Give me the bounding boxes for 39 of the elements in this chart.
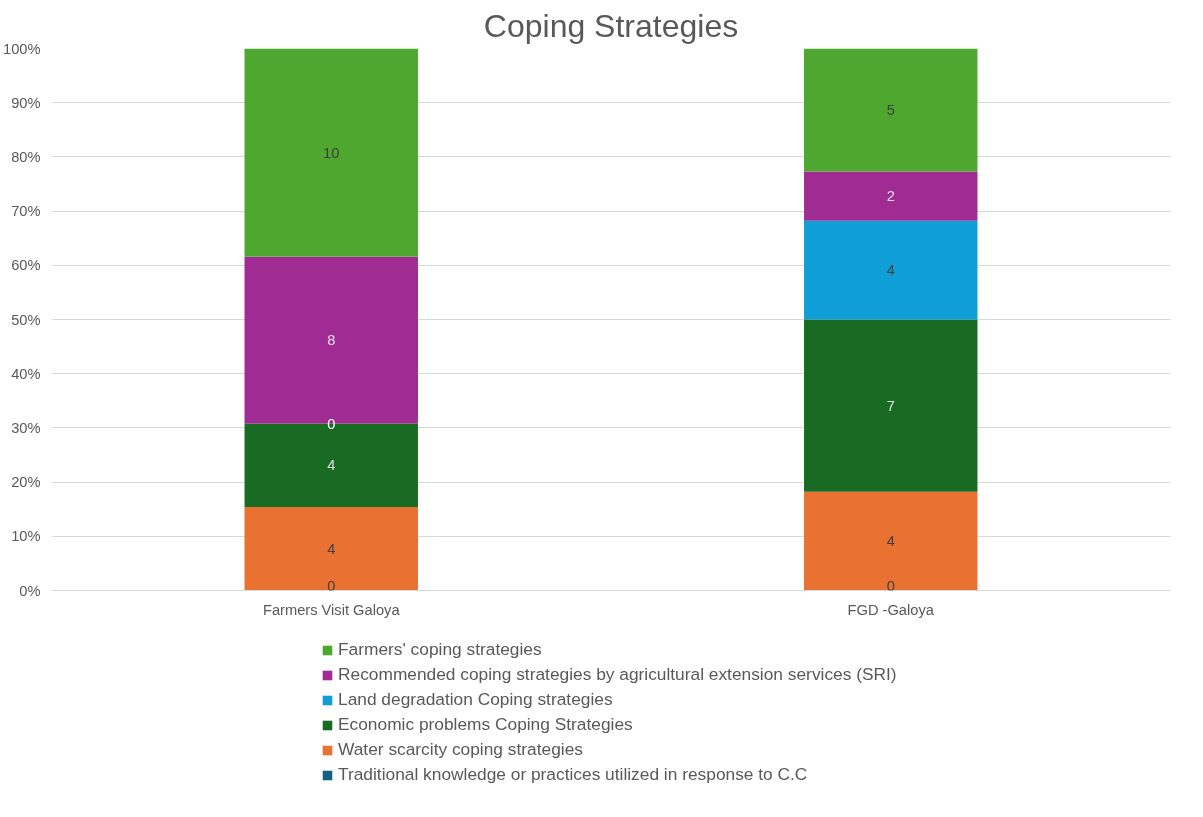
annotation: 4: [327, 540, 336, 557]
annotation: 4: [886, 262, 895, 279]
annotation: 4: [886, 533, 895, 550]
bar: [804, 171, 978, 221]
annotation: 5: [886, 102, 895, 119]
annotation: 8: [327, 332, 336, 349]
annotation: 2: [886, 188, 895, 205]
bar: [804, 48, 978, 172]
bar: [804, 220, 978, 320]
annotation: 0: [327, 415, 336, 432]
chart-title: Coping Strategies: [483, 7, 739, 44]
y-tick-label: 20%: [11, 474, 41, 491]
y-tick-label: 10%: [11, 528, 41, 545]
bar: [244, 48, 418, 257]
y-tick-label: 90%: [11, 94, 41, 111]
y-tick-label: 80%: [11, 148, 41, 165]
annotation: 0: [886, 577, 895, 594]
y-tick-label: 0%: [19, 582, 41, 599]
x-tick-label: Farmers Visit Galoya: [262, 601, 401, 618]
legend-label: Traditional knowledge or practices utilized in response to C.C: [338, 764, 808, 785]
y-tick-label: 40%: [11, 365, 41, 382]
annotation: 7: [886, 397, 895, 414]
legend-label: Land degradation Coping strategies: [338, 689, 613, 710]
y-tick-label: 60%: [11, 257, 41, 274]
annotation: 0: [327, 577, 336, 594]
legend-label: Water scarcity coping strategies: [338, 739, 583, 760]
bar: [804, 319, 978, 492]
y-tick-label: 70%: [11, 203, 41, 220]
y-tick-label: 50%: [11, 311, 41, 328]
bar: [804, 491, 978, 591]
x-tick-label: FGD -Galoya: [847, 601, 935, 618]
legend-label: Farmers' coping strategies: [338, 639, 542, 660]
legend-label: Recommended coping strategies by agricultural extension services (SRI): [338, 664, 897, 685]
annotation: 10: [323, 144, 340, 161]
annotation: 4: [327, 457, 336, 474]
legend-label: Economic problems Coping Strategies: [338, 714, 633, 735]
bar: [244, 507, 418, 591]
y-tick-label: 30%: [11, 419, 41, 436]
y-tick-label: 100%: [3, 40, 41, 57]
